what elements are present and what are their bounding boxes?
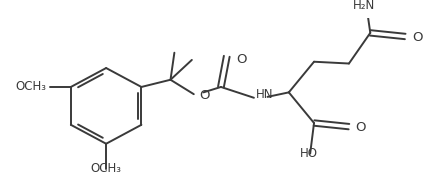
- Text: HN: HN: [256, 88, 273, 101]
- Text: O: O: [356, 121, 366, 134]
- Text: HO: HO: [300, 147, 318, 160]
- Text: OCH₃: OCH₃: [16, 80, 47, 94]
- Text: OCH₃: OCH₃: [91, 162, 122, 175]
- Text: O: O: [200, 89, 210, 103]
- Text: O: O: [237, 53, 247, 66]
- Text: H₂N: H₂N: [353, 0, 376, 12]
- Text: O: O: [412, 31, 422, 44]
